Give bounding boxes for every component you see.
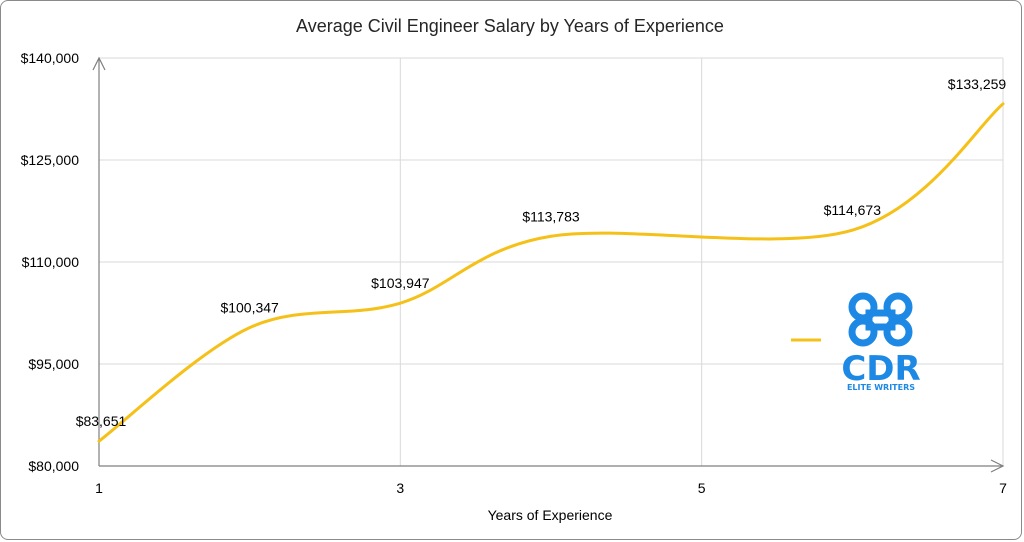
logo-wordmark: CDR [841,349,920,389]
data-label: $103,947 [371,275,430,291]
cdr-logo: CDR ELITE WRITERS [841,292,921,392]
data-label: $114,673 [824,202,882,218]
series-layer [97,102,1005,443]
x-tick-label: 3 [396,480,404,496]
y-tick-label: $95,000 [28,356,79,372]
y-tick-label: $80,000 [28,458,79,474]
data-labels: $83,651 $100,347 $103,947 $113,783 $114,673 $… [76,76,1007,429]
chart-title: Average Civil Engineer Salary by Years o… [296,16,724,36]
series-line [97,102,1005,443]
data-label: $83,651 [76,413,127,429]
x-axis-title: Years of Experience [488,507,613,523]
x-tick-label: 1 [95,480,103,496]
data-label: $100,347 [220,300,279,316]
x-tick-label: 7 [999,480,1007,496]
x-axis-arrow [990,459,1005,473]
logo-subtext: ELITE WRITERS [847,383,915,392]
y-tick-label: $110,000 [22,254,80,270]
axes [92,56,1005,473]
data-label: $133,259 [948,76,1007,92]
y-tick-label: $125,000 [21,152,80,168]
gridlines [99,57,1004,466]
data-label: $113,783 [522,208,580,224]
y-axis-arrow [92,56,106,71]
tick-labels: $80,000 $95,000 $110,000 $125,000 $140,000 1 3… [21,50,1008,496]
x-tick-label: 5 [698,480,706,496]
command-key-icon [848,292,913,347]
y-tick-label: $140,000 [21,50,80,66]
